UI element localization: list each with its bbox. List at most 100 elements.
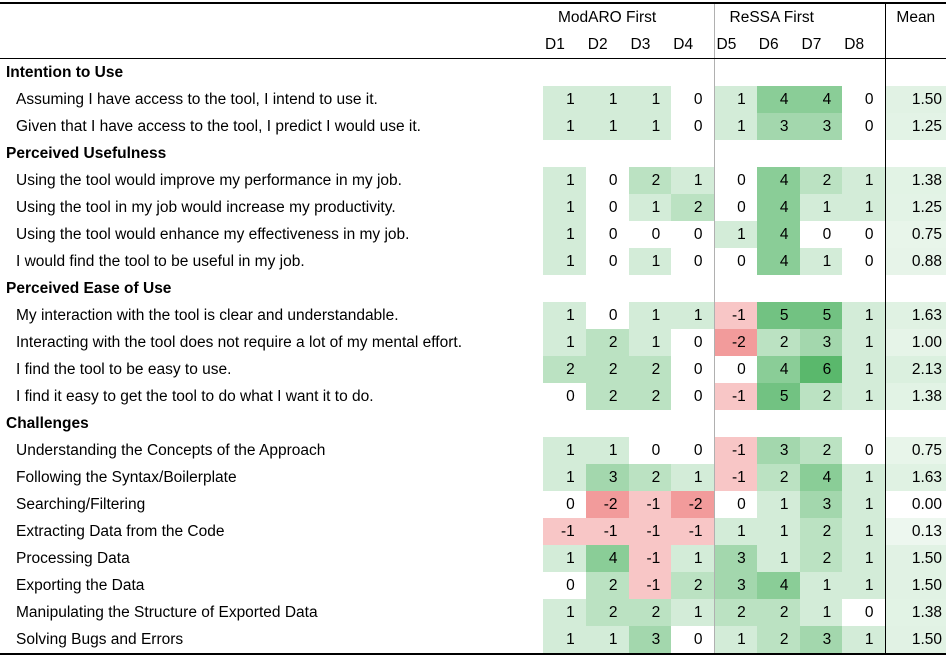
value-cell-d7: 2 xyxy=(799,545,843,572)
section-empty-cell xyxy=(671,410,714,437)
value-cell-d4: 2 xyxy=(671,194,714,221)
value-cell-d5: 2 xyxy=(713,599,757,626)
value-cell-d3: 0 xyxy=(628,437,672,464)
value-cell-d7: 3 xyxy=(799,329,843,356)
value-cell-d2: 0 xyxy=(585,248,629,275)
item-label: Interacting with the tool does not requi… xyxy=(16,333,463,351)
section-empty-cell xyxy=(842,410,885,437)
mean-cell: 1.38 xyxy=(884,599,947,626)
value-cell-d6: 4 xyxy=(756,194,800,221)
table-row: Extracting Data from the Code -1 -1 -1 -1 1 1 2… xyxy=(0,518,947,545)
value-cell-d8: 1 xyxy=(842,329,886,356)
section-empty-cell xyxy=(671,140,714,167)
section-empty-cell xyxy=(629,410,672,437)
section-empty-cell xyxy=(629,275,672,302)
table-row: Following the Syntax/Boilerplate 1 3 2 1 -1 2 4… xyxy=(0,464,947,491)
value-cell-d6: 2 xyxy=(756,329,800,356)
value-cell-d8: 1 xyxy=(842,545,886,572)
section-empty-cell xyxy=(713,58,757,86)
value-cell-d1: 1 xyxy=(543,194,586,221)
value-cell-d6: 4 xyxy=(756,221,800,248)
value-cell-d4: 0 xyxy=(671,626,714,655)
value-cell-d7: 2 xyxy=(799,383,843,410)
column-header-d2: D2 xyxy=(585,32,629,59)
value-cell-d8: 1 xyxy=(842,491,886,518)
value-cell-d3: -1 xyxy=(628,572,672,599)
table-row: I find it easy to get the tool to do wha… xyxy=(0,383,947,410)
section-title: Perceived Usefulness xyxy=(6,144,167,162)
value-cell-d1: 1 xyxy=(543,545,586,572)
item-label: Solving Bugs and Errors xyxy=(0,626,543,655)
value-cell-d2: 0 xyxy=(585,302,629,329)
value-cell-d4: 1 xyxy=(671,599,714,626)
item-label: I find it easy to get the tool to do wha… xyxy=(16,387,374,405)
value-cell-d1: 1 xyxy=(543,626,586,655)
value-cell-d4: 0 xyxy=(671,113,714,140)
value-cell-d1: 2 xyxy=(543,356,586,383)
value-cell-d2: 1 xyxy=(585,626,629,655)
section-empty-cell xyxy=(757,275,800,302)
section-empty-cell xyxy=(543,140,586,167)
value-cell-d8: 1 xyxy=(842,194,886,221)
value-cell-d3: 2 xyxy=(628,383,672,410)
value-cell-d5: 3 xyxy=(713,545,757,572)
value-cell-d3: 1 xyxy=(628,194,672,221)
value-cell-d3: 0 xyxy=(628,221,672,248)
value-cell-d1: 1 xyxy=(543,437,586,464)
value-cell-d2: 3 xyxy=(585,464,629,491)
table-row: Using the tool would improve my performa… xyxy=(0,167,947,194)
table-row: Assuming I have access to the tool, I in… xyxy=(0,86,947,113)
item-label: My interaction with the tool is clear an… xyxy=(16,306,399,324)
item-label: Extracting Data from the Code xyxy=(16,522,225,540)
value-cell-d2: -1 xyxy=(585,518,629,545)
value-cell-d4: -2 xyxy=(671,491,714,518)
value-cell-d5: 1 xyxy=(713,626,757,655)
group-header-modaro: ModARO First xyxy=(543,2,714,32)
column-header-d8: D8 xyxy=(842,32,886,59)
section-empty-cell xyxy=(757,410,800,437)
table-row: Using the tool would enhance my effectiv… xyxy=(0,221,947,248)
value-cell-d7: 3 xyxy=(799,491,843,518)
value-cell-d4: 1 xyxy=(671,302,714,329)
value-cell-d8: 1 xyxy=(842,518,886,545)
column-header-d6: D6 xyxy=(756,32,800,59)
value-cell-d3: 2 xyxy=(628,356,672,383)
value-cell-d1: 1 xyxy=(543,464,586,491)
item-label: I find the tool to be easy to use. xyxy=(16,360,232,378)
mean-cell: 2.13 xyxy=(884,356,947,383)
value-cell-d6: 2 xyxy=(756,626,800,655)
table-row: Given that I have access to the tool, I … xyxy=(0,113,947,140)
mean-cell: 0.00 xyxy=(884,491,947,518)
value-cell-d4: 1 xyxy=(671,167,714,194)
value-cell-d6: 4 xyxy=(756,356,800,383)
section-empty-cell xyxy=(543,410,586,437)
section-empty-cell xyxy=(671,59,714,87)
section-empty-cell xyxy=(713,275,757,302)
value-cell-d2: -2 xyxy=(585,491,629,518)
value-cell-d7: 1 xyxy=(799,572,843,599)
item-label: Following the Syntax/Boilerplate xyxy=(16,468,237,486)
value-cell-d5: 0 xyxy=(713,248,757,275)
value-cell-d7: 4 xyxy=(799,86,843,113)
section-title: Challenges xyxy=(6,414,89,432)
value-cell-d7: 1 xyxy=(799,248,843,275)
value-cell-d8: 1 xyxy=(842,356,886,383)
section-empty-cell xyxy=(671,275,714,302)
value-cell-d4: 1 xyxy=(671,545,714,572)
value-cell-d1: 1 xyxy=(543,86,586,113)
section-empty-cell xyxy=(586,410,629,437)
label-header-cell xyxy=(0,32,543,59)
value-cell-d5: 1 xyxy=(713,518,757,545)
item-label: Using the tool would enhance my effectiv… xyxy=(16,225,410,243)
mean-cell: 0.88 xyxy=(884,248,947,275)
table-row: Understanding the Concepts of the Approa… xyxy=(0,437,947,464)
section-empty-cell xyxy=(713,410,757,437)
value-cell-d6: 4 xyxy=(756,248,800,275)
value-cell-d6: 4 xyxy=(756,572,800,599)
mean-header: Mean xyxy=(884,2,947,59)
value-cell-d7: 5 xyxy=(799,302,843,329)
value-cell-d2: 4 xyxy=(585,545,629,572)
value-cell-d7: 3 xyxy=(799,113,843,140)
value-cell-d8: 0 xyxy=(842,599,886,626)
value-cell-d3: 3 xyxy=(628,626,672,655)
